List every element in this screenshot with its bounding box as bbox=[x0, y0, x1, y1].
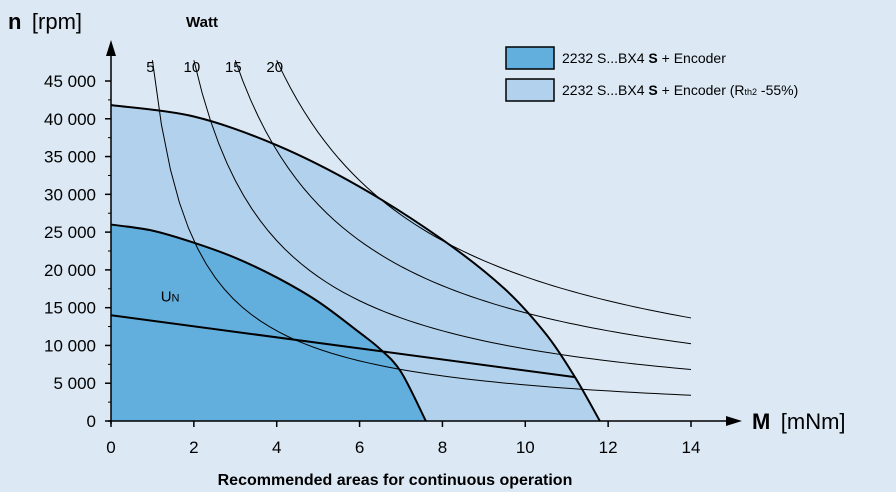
x-tick-label: 8 bbox=[438, 438, 447, 457]
x-axis-title: M [mNm] bbox=[752, 409, 846, 434]
power-label-10w: 10 bbox=[184, 59, 201, 76]
y-axis-symbol: n bbox=[8, 9, 21, 34]
footer-caption: Recommended areas for continuous operati… bbox=[218, 472, 573, 489]
y-tick-label: 35 000 bbox=[44, 148, 96, 167]
x-tick-label: 12 bbox=[599, 438, 618, 457]
voltage-line-un bbox=[110, 314, 576, 379]
x-axis-symbol: M bbox=[752, 409, 770, 434]
y-tick-label: 0 bbox=[87, 412, 96, 431]
area-boundary-1 bbox=[110, 104, 601, 422]
y-tick-label: 15 000 bbox=[44, 299, 96, 318]
y-tick-label: 20 000 bbox=[44, 261, 96, 280]
x-tick-label: 6 bbox=[355, 438, 364, 457]
y-tick-label: 45 000 bbox=[44, 72, 96, 91]
y-tick-label: 30 000 bbox=[44, 185, 96, 204]
power-curves: 5 10 15 20 bbox=[146, 59, 692, 396]
legend-label-1: 2232 S...BX4 S + Encoder bbox=[562, 50, 726, 66]
x-tick-label: 0 bbox=[106, 438, 115, 457]
x-axis-arrow bbox=[726, 416, 742, 426]
x-axis-unit: [mNm] bbox=[781, 409, 846, 434]
power-label-20w: 20 bbox=[266, 59, 283, 76]
y-ticks: 0 5 000 10 000 15 000 20 000 25 000 30 000 35 0… bbox=[44, 72, 111, 431]
y-axis-title: n [rpm] bbox=[8, 9, 82, 34]
y-axis-unit: [rpm] bbox=[32, 9, 82, 34]
y-tick-label: 10 000 bbox=[44, 336, 96, 355]
legend-swatch-1 bbox=[505, 46, 555, 70]
power-curve-15w bbox=[234, 60, 692, 345]
area-boundary-2 bbox=[110, 223, 427, 422]
voltage-line: UN bbox=[110, 289, 576, 379]
power-curve-5w bbox=[151, 60, 692, 396]
power-label: Watt bbox=[186, 14, 218, 31]
y-tick-label: 40 000 bbox=[44, 110, 96, 129]
x-tick-label: 10 bbox=[516, 438, 535, 457]
power-curve-10w bbox=[193, 60, 692, 370]
x-ticks: 0 2 4 6 8 10 12 14 bbox=[106, 421, 700, 457]
x-tick-label: 14 bbox=[682, 438, 701, 457]
power-curve-20w bbox=[276, 60, 692, 319]
legend-swatch-2 bbox=[505, 78, 555, 102]
legend: 2232 S...BX4 S + Encoder 2232 S...BX4 S … bbox=[505, 46, 798, 102]
x-tick-label: 2 bbox=[189, 438, 198, 457]
legend-label-2: 2232 S...BX4 S + Encoder (Rth2 -55%) bbox=[562, 82, 798, 98]
power-label-15w: 15 bbox=[225, 59, 242, 76]
plot-areas bbox=[110, 104, 601, 422]
power-label-5w: 5 bbox=[146, 59, 154, 76]
y-tick-label: 5 000 bbox=[53, 374, 96, 393]
area-fill-2 bbox=[111, 224, 426, 421]
x-tick-label: 4 bbox=[272, 438, 281, 457]
y-axis-arrow bbox=[106, 40, 116, 56]
y-tick-label: 25 000 bbox=[44, 223, 96, 242]
voltage-label: UN bbox=[161, 289, 180, 306]
